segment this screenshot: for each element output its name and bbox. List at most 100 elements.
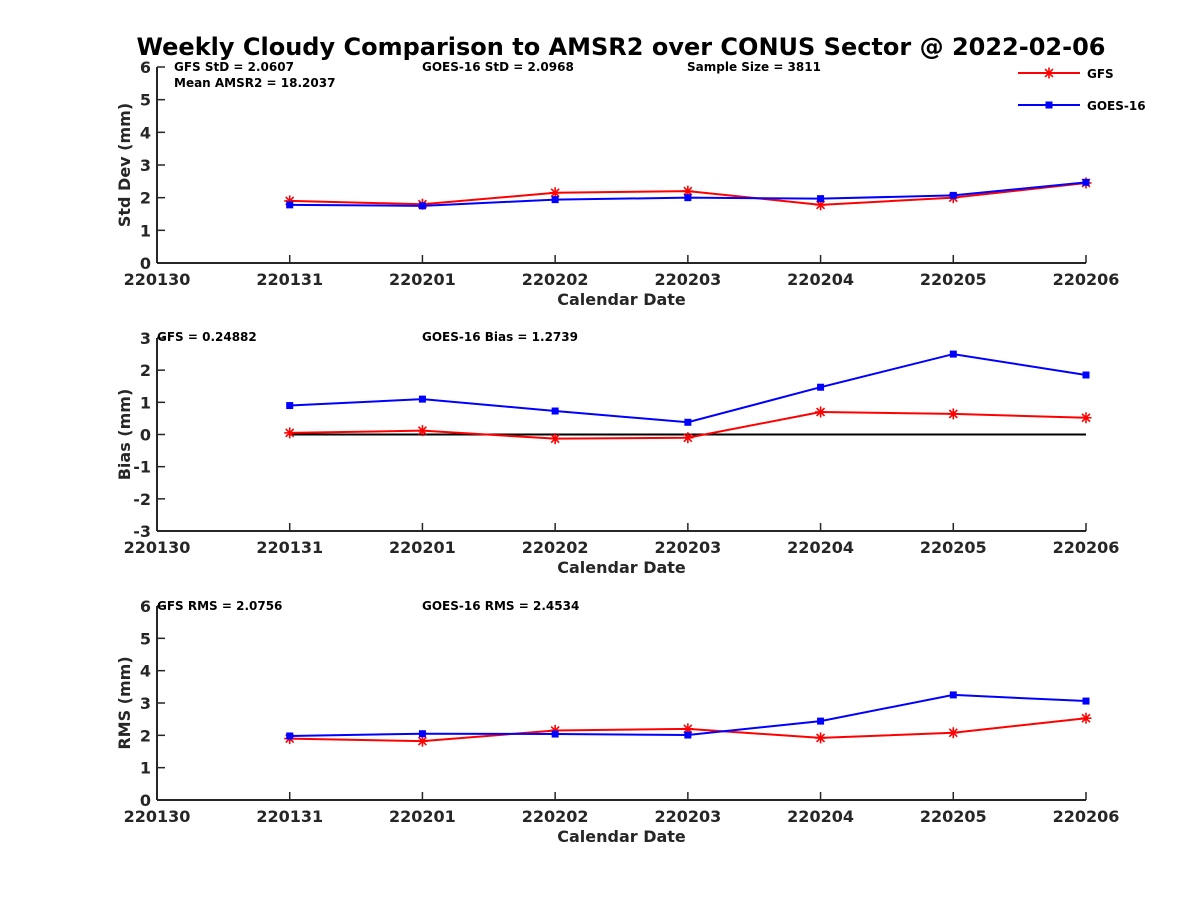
x-tick-label: 220203 [654,807,721,826]
x-tick-label: 220204 [787,807,854,826]
data-point [1080,412,1092,424]
y-tick-label: 6 [140,58,151,77]
chart-panel-1: 220130 220131 220201 220202 220203 220204 2202… [115,58,1119,309]
y-tick-label: 3 [140,156,151,175]
y-tick-label: 3 [140,329,151,348]
data-point [817,717,825,725]
y-tick-label: 6 [140,597,151,616]
legend: GFS GOES-16 [1018,67,1146,113]
data-point [549,433,561,445]
x-tick-label: 220131 [256,807,323,826]
data-point [815,732,827,744]
y-tick-label: 4 [140,662,151,681]
x-axis-title: Calendar Date [557,558,686,577]
data-point [682,432,694,444]
asterisk-stroke [550,188,560,198]
y-tick-label: 5 [140,91,151,110]
asterisk-stroke [816,407,826,417]
data-point [416,735,428,747]
data-point [817,383,825,391]
chart-title: Weekly Cloudy Comparison to AMSR2 over C… [137,33,1106,61]
x-tick-label: 220205 [920,807,987,826]
asterisk-stroke [417,736,427,746]
stat-annotation: GFS = 0.24882 [157,330,257,344]
x-tick-label: 220202 [522,807,589,826]
stat-annotation: GFS RMS = 2.0756 [157,599,282,613]
data-point [416,425,428,437]
data-point [815,406,827,418]
x-tick-label: 220206 [1053,538,1120,557]
x-tick-label: 220130 [124,270,191,289]
x-tick-label: 220205 [920,538,987,557]
asterisk-stroke [683,433,693,443]
data-point [682,185,694,197]
stat-annotation: GOES-16 RMS = 2.4534 [422,599,579,613]
asterisk-stroke [550,434,560,444]
x-tick-label: 220201 [389,538,456,557]
x-tick-label: 220130 [124,538,191,557]
data-point [949,691,957,699]
legend-label: GOES-16 [1087,99,1146,113]
asterisk-stroke [683,186,693,196]
stat-annotation: Mean AMSR2 = 18.2037 [174,76,335,90]
series-gfs [284,406,1092,445]
y-tick-label: -2 [133,490,151,509]
stat-annotation: GFS StD = 2.0607 [174,60,294,74]
data-point [551,407,559,415]
data-point [418,395,426,403]
asterisk-stroke [948,409,958,419]
data-point [418,202,426,210]
x-tick-label: 220206 [1053,807,1120,826]
y-axis-title: Std Dev (mm) [115,103,134,227]
x-tick-label: 220206 [1053,270,1120,289]
asterisk-stroke [285,428,295,438]
y-tick-label: 2 [140,189,151,208]
data-point [551,196,559,204]
legend-entry-goes-16: GOES-16 [1018,99,1146,113]
data-point [684,194,692,202]
data-point [684,418,692,426]
stat-annotation: Sample Size = 3811 [687,60,821,74]
asterisk-stroke [816,200,826,210]
y-tick-label: 2 [140,361,151,380]
stat-annotation: GOES-16 StD = 2.0968 [422,60,574,74]
x-axis-title: Calendar Date [557,827,686,846]
y-tick-label: 4 [140,123,151,142]
data-point [551,730,559,738]
y-axis-title: RMS (mm) [115,656,134,749]
x-tick-label: 220130 [124,807,191,826]
asterisk-stroke [1044,68,1054,78]
chart-panel-2: 220130 220131 220201 220202 220203 220204 2202… [115,329,1119,577]
y-tick-label: -3 [133,522,151,541]
axes [156,67,1086,264]
x-tick-label: 220204 [787,538,854,557]
data-point [286,201,294,209]
stat-annotation: GOES-16 Bias = 1.2739 [422,330,578,344]
data-point [684,731,692,739]
data-point [947,727,959,739]
data-point [815,199,827,211]
data-point [949,350,957,358]
y-tick-label: 2 [140,726,151,745]
axes [156,606,1086,801]
data-point [286,402,294,410]
x-tick-label: 220131 [256,270,323,289]
x-tick-label: 220131 [256,538,323,557]
x-tick-label: 220201 [389,270,456,289]
y-tick-label: 5 [140,629,151,648]
series-goes-16 [286,350,1090,426]
asterisk-stroke [1081,413,1091,423]
data-point [1082,178,1090,186]
x-tick-label: 220203 [654,270,721,289]
data-point [418,730,426,738]
x-axis-title: Calendar Date [557,290,686,309]
series-gfs [284,712,1092,747]
asterisk-stroke [948,728,958,738]
y-tick-label: -1 [133,458,151,477]
y-tick-label: 1 [140,393,151,412]
y-tick-label: 3 [140,694,151,713]
data-point [286,732,294,740]
series-goes-16 [286,178,1090,210]
chart-panel-3: 220130 220131 220201 220202 220203 220204 2202… [115,597,1119,846]
data-point [949,191,957,199]
